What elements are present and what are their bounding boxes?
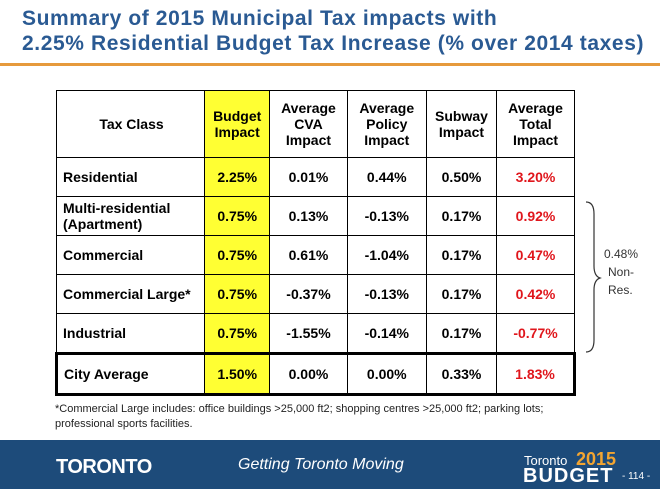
table-row: Industrial 0.75% -1.55% -0.14% 0.17% -0.77% xyxy=(56,313,575,354)
cell: 0.75% xyxy=(203,196,271,236)
cell: -0.13% xyxy=(346,274,427,314)
logo: TORONTO xyxy=(56,456,152,478)
cell: 0.47% xyxy=(496,235,575,275)
cell: 0.33% xyxy=(425,352,498,396)
cell: 0.17% xyxy=(425,196,498,236)
cell: -1.04% xyxy=(346,235,427,275)
cell: 0.42% xyxy=(496,274,575,314)
note-label: Non- xyxy=(608,265,635,279)
row-label: City Average xyxy=(55,352,205,396)
row-label: Residential xyxy=(56,157,205,197)
column-header: Tax Class xyxy=(56,90,205,158)
footer: TORONTO Getting Toronto Moving Toronto 2… xyxy=(0,440,660,489)
row-label: Industrial xyxy=(56,313,205,354)
header-row: Tax Class Budget Impact Average CVA Impact… xyxy=(56,90,575,158)
cell: 3.20% xyxy=(496,157,575,197)
bracket-note: 0.48% Non- Res. xyxy=(604,245,638,299)
cell: 0.01% xyxy=(269,157,348,197)
tax-table: Tax Class Budget Impact Average CVA Impact… xyxy=(55,90,576,396)
cell: 0.00% xyxy=(269,352,348,396)
note-value: 0.48% xyxy=(604,247,639,261)
cell: 0.75% xyxy=(203,274,271,314)
cell: 0.17% xyxy=(425,235,498,275)
table-row: Commercial 0.75% 0.61% -1.04% 0.17% 0.47% xyxy=(56,235,575,275)
cell: -0.77% xyxy=(496,313,575,354)
row-label: Commercial xyxy=(56,235,205,275)
cell: -0.14% xyxy=(346,313,427,354)
column-header: Average CVA Impact xyxy=(269,90,348,158)
cell: 0.61% xyxy=(269,235,348,275)
table-row: Multi-residential (Apartment) 0.75% 0.13% -… xyxy=(56,196,575,236)
cell: 0.44% xyxy=(346,157,427,197)
column-header: Subway Impact xyxy=(425,90,498,158)
cell: -0.13% xyxy=(346,196,427,236)
title-line: 2.25% Residential Budget Tax Increase (%… xyxy=(22,32,645,55)
title-line: Summary of 2015 Municipal Tax impacts wi… xyxy=(22,7,498,30)
cell: 0.75% xyxy=(203,235,271,275)
cell: 0.17% xyxy=(425,313,498,354)
cell: 0.00% xyxy=(346,352,427,396)
table-row: Residential 2.25% 0.01% 0.44% 0.50% 3.20% xyxy=(56,157,575,197)
tagline: Getting Toronto Moving xyxy=(238,456,404,473)
cell: 0.50% xyxy=(425,157,498,197)
cell: 1.83% xyxy=(496,352,576,396)
footnote: *Commercial Large includes: office build… xyxy=(55,403,544,430)
row-label: Commercial Large* xyxy=(56,274,205,314)
page-number: - 114 - xyxy=(622,471,651,482)
brand-city: Toronto xyxy=(524,453,568,468)
cell: 0.17% xyxy=(425,274,498,314)
cell: -0.37% xyxy=(269,274,348,314)
column-header: Average Policy Impact xyxy=(346,90,427,158)
row-label: Multi-residential (Apartment) xyxy=(56,196,205,236)
cell: 0.13% xyxy=(269,196,348,236)
cell: 2.25% xyxy=(203,157,271,197)
brand-word: BUDGET xyxy=(523,465,614,487)
cell: 1.50% xyxy=(203,352,271,396)
bracket xyxy=(585,201,602,353)
column-header: Average Total Impact xyxy=(496,90,575,158)
divider xyxy=(0,63,660,66)
cell: 0.75% xyxy=(203,313,271,354)
cell: -1.55% xyxy=(269,313,348,354)
note-label: Res. xyxy=(608,283,633,297)
cell: 0.92% xyxy=(496,196,575,236)
title: Summary of 2015 Municipal Tax impacts wi… xyxy=(22,6,644,56)
total-row: City Average 1.50% 0.00% 0.00% 0.33% 1.83% xyxy=(55,352,576,396)
table-row: Commercial Large* 0.75% -0.37% -0.13% 0.17% 0… xyxy=(56,274,575,314)
brand-year: 2015 xyxy=(576,449,617,469)
column-header: Budget Impact xyxy=(203,90,271,158)
